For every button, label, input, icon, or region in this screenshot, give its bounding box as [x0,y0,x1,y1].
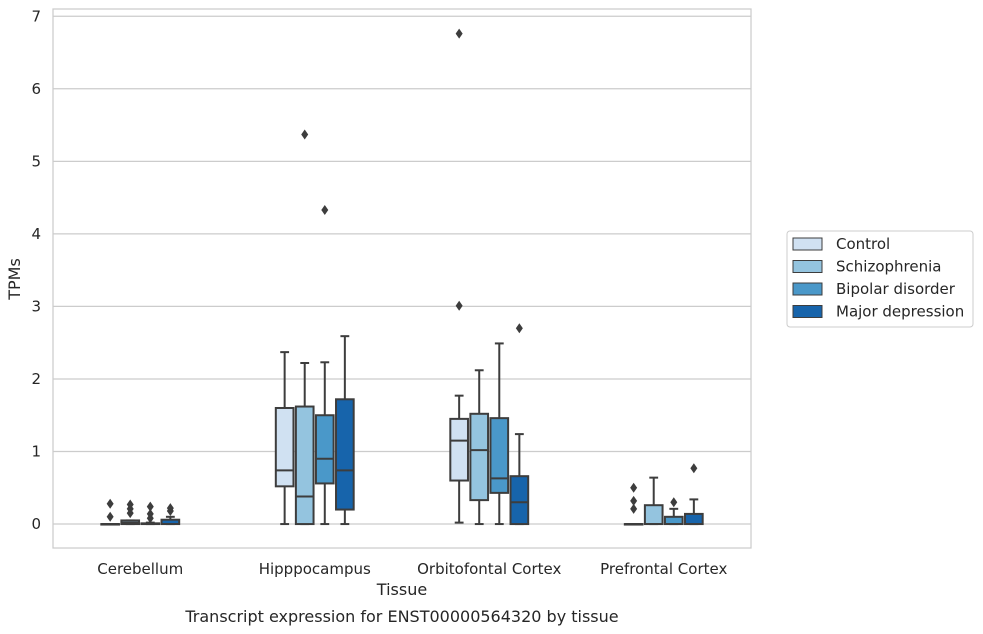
outlier-point [690,463,698,474]
y-tick-label: 4 [31,225,41,243]
outlier-point [321,204,329,215]
y-tick-label: 3 [31,297,41,315]
box [643,504,664,526]
box [469,412,490,502]
outlier-point [166,503,174,514]
legend: Control Schizophrenia Bipolar disorder Majo… [786,230,974,328]
box-series [100,28,704,526]
legend-swatch [792,305,823,318]
grid-lines [53,15,751,525]
y-tick-label: 5 [31,152,41,170]
x-axis-label: Tissue [376,580,427,599]
outlier-point [106,498,114,509]
outlier-point [301,129,309,140]
series-control [100,28,644,526]
outlier-point [106,511,114,522]
legend-swatch [792,260,823,273]
outlier-point [126,499,134,510]
box [335,398,355,511]
outlier-point [146,501,154,512]
legend-swatch [792,237,823,251]
outlier-point [146,508,154,519]
y-tick-label: 7 [31,7,41,25]
plot-area-frame [52,8,752,549]
x-axis-ticks: Cerebellum Hipppocampus Orbitofontal Corte… [97,560,727,578]
box [509,475,530,526]
legend-label: Schizophrenia [836,258,941,276]
outlier-point [630,495,638,506]
outlier-point [670,497,678,508]
y-axis-label: TPMs [5,258,24,301]
series-major-depression [160,323,704,526]
legend-label: Bipolar disorder [836,280,956,298]
series-bipolar-disorder [140,204,684,526]
outlier-point [455,28,463,39]
box [314,414,335,485]
outlier-point [515,323,523,334]
series-schizophrenia [120,129,664,526]
legend-swatch [792,282,823,296]
box [489,417,510,494]
x-tick-label: Hipppocampus [259,560,371,578]
outlier-point [630,482,638,493]
x-tick-label: Prefrontal Cortex [600,560,727,578]
legend-frame [786,230,974,328]
y-tick-label: 0 [31,515,41,533]
box [274,406,295,488]
outlier-point [630,503,638,514]
y-tick-label: 2 [31,370,41,388]
box [663,515,684,526]
legend-label: Control [836,235,890,253]
chart-caption: Transcript expression for ENST0000056432… [184,607,618,626]
box [449,417,469,482]
y-tick-label: 6 [31,80,41,98]
x-tick-label: Cerebellum [97,560,183,578]
legend-label: Major depression [836,303,964,321]
y-tick-label: 1 [31,443,41,461]
box [684,512,704,526]
y-axis-ticks: 0 1 2 3 4 5 6 7 [31,7,41,533]
x-tick-label: Orbitofontal Cortex [417,560,561,578]
box [294,405,315,526]
outlier-point [455,300,463,311]
